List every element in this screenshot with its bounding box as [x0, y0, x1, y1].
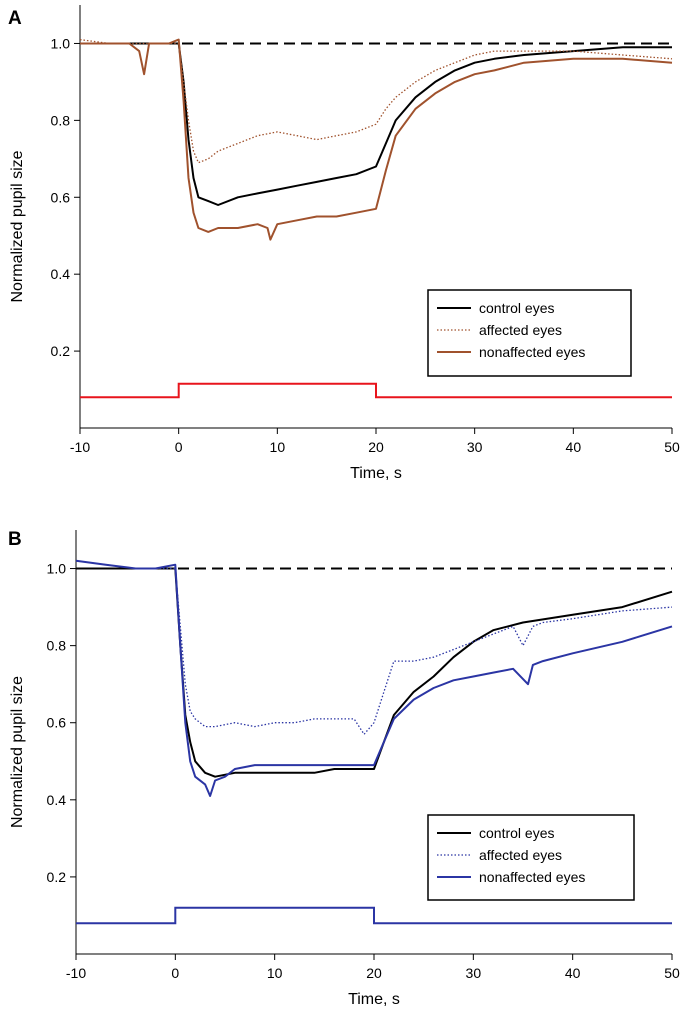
panel-a: A -10 0 10 20 30 40 50 0.2 0.4 0.6 0.8 1.0 Time, s Nor… [8, 5, 680, 482]
y-tick-label: 0.6 [47, 715, 67, 731]
y-tick-label: 0.2 [47, 869, 67, 885]
legend: control eyes affected eyes nonaffected eye… [427, 814, 635, 901]
x-tick-label: 50 [664, 965, 680, 981]
series-line-control-eyes [76, 567, 673, 778]
x-tick-label: 0 [171, 965, 179, 981]
x-tick-label: 30 [466, 965, 482, 981]
panel-letter: A [8, 8, 22, 29]
stimulus-trace [76, 906, 672, 925]
x-tick-label: 30 [467, 439, 483, 455]
y-tick-label: 0.6 [51, 189, 71, 205]
legend-box [427, 814, 635, 901]
x-tick-label: 0 [175, 439, 183, 455]
y-tick-label: 1.0 [47, 561, 67, 577]
legend: control eyes affected eyes nonaffected eye… [427, 289, 632, 377]
x-tick-label: 40 [566, 439, 582, 455]
x-tick-label: 50 [664, 439, 680, 455]
y-tick-label: 0.8 [47, 638, 67, 654]
legend-label: affected eyes [479, 322, 562, 338]
legend-label: nonaffected eyes [479, 869, 585, 885]
series-line-affected-eyes [75, 560, 673, 735]
y-tick-label: 0.4 [51, 266, 71, 282]
x-tick-label: 40 [565, 965, 581, 981]
legend-label: affected eyes [479, 847, 562, 863]
y-axis-title: Normalized pupil size [9, 676, 26, 828]
legend-label: control eyes [479, 300, 554, 316]
x-tick-label: -10 [66, 965, 86, 981]
legend-label: control eyes [479, 825, 554, 841]
y-tick-label: 0.2 [51, 343, 71, 359]
y-tick-label: 0.4 [47, 792, 67, 808]
x-tick-label: 20 [366, 965, 382, 981]
legend-label: nonaffected eyes [479, 344, 585, 360]
x-axis-title: Time, s [350, 465, 402, 482]
panel-b: B -10 0 10 20 30 40 50 0.2 0.4 0.6 0.8 1.0 Time, s Nor… [8, 529, 680, 1008]
x-tick-label: 10 [267, 965, 283, 981]
stimulus-trace [80, 382, 672, 399]
y-axis-title: Normalized pupil size [9, 150, 26, 302]
y-tick-label: 0.8 [51, 112, 71, 128]
panel-letter: B [8, 529, 22, 550]
series-line-nonaffected-eyes [80, 38, 673, 241]
x-tick-label: 10 [270, 439, 286, 455]
series-line-nonaffected-eyes [75, 559, 673, 797]
x-tick-label: -10 [70, 439, 90, 455]
legend-box [427, 289, 632, 377]
x-axis-title: Time, s [348, 991, 400, 1008]
x-tick-label: 20 [368, 439, 384, 455]
y-tick-label: 1.0 [51, 35, 71, 51]
series-line-control-eyes [80, 42, 672, 206]
